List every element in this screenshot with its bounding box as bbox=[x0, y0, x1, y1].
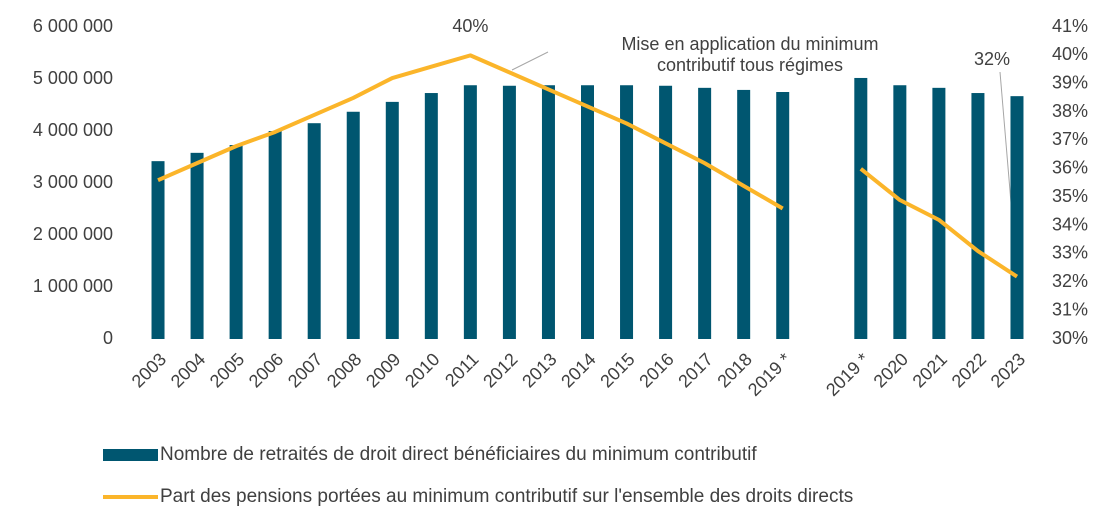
bar bbox=[854, 77, 868, 340]
bar bbox=[268, 131, 282, 339]
y2-tick-label: 30% bbox=[1052, 328, 1088, 348]
y-tick-label: 1 000 000 bbox=[33, 276, 113, 296]
bar bbox=[346, 111, 360, 339]
y-tick-label: 3 000 000 bbox=[33, 172, 113, 192]
annotation-leader bbox=[511, 51, 549, 71]
bar bbox=[776, 92, 790, 339]
data-label: 32% bbox=[974, 49, 1010, 69]
y2-tick-label: 41% bbox=[1052, 16, 1088, 36]
bar bbox=[698, 87, 712, 339]
x-tick-label: 2015 bbox=[596, 349, 638, 391]
x-tick-label: 2007 bbox=[284, 349, 326, 391]
legend-swatch bbox=[103, 449, 158, 461]
bar bbox=[971, 93, 985, 339]
bar bbox=[620, 85, 634, 340]
bar bbox=[229, 145, 243, 339]
y2-tick-label: 39% bbox=[1052, 72, 1088, 92]
y-tick-label: 4 000 000 bbox=[33, 120, 113, 140]
x-tick-label: 2010 bbox=[401, 349, 443, 391]
y2-tick-label: 31% bbox=[1052, 299, 1088, 319]
bar bbox=[424, 93, 438, 339]
x-tick-label: 2013 bbox=[518, 349, 560, 391]
y2-tick-label: 38% bbox=[1052, 101, 1088, 121]
y2-tick-label: 35% bbox=[1052, 186, 1088, 206]
bar bbox=[541, 85, 555, 340]
x-tick-label: 2006 bbox=[245, 349, 287, 391]
x-tick-label: 2022 bbox=[948, 349, 990, 391]
bar bbox=[893, 85, 907, 340]
bar bbox=[1010, 96, 1024, 339]
y-tick-label: 0 bbox=[103, 328, 113, 348]
bar bbox=[463, 85, 477, 340]
y-tick-label: 6 000 000 bbox=[33, 16, 113, 36]
x-tick-label: 2021 bbox=[909, 349, 951, 391]
x-tick-label: 2019 * bbox=[744, 349, 795, 400]
x-tick-label: 2003 bbox=[128, 349, 170, 391]
bar bbox=[190, 152, 204, 339]
annotation: contributif tous régimes bbox=[657, 55, 843, 75]
x-tick-label: 2004 bbox=[167, 349, 209, 391]
bar bbox=[932, 87, 946, 339]
x-tick-label: 2023 bbox=[987, 349, 1029, 391]
legend-label: Nombre de retraités de droit direct béné… bbox=[160, 444, 757, 465]
data-label: 40% bbox=[452, 16, 488, 36]
bar bbox=[151, 161, 165, 339]
bar bbox=[659, 85, 673, 339]
y2-tick-label: 33% bbox=[1052, 243, 1088, 263]
line bbox=[157, 53, 1019, 279]
x-tick-label: 2020 bbox=[870, 349, 912, 391]
bar bbox=[502, 85, 516, 339]
y2-tick-label: 34% bbox=[1052, 214, 1088, 234]
x-tick-label: 2008 bbox=[323, 349, 365, 391]
bar bbox=[385, 101, 399, 339]
y2-tick-label: 37% bbox=[1052, 129, 1088, 149]
y2-tick-label: 32% bbox=[1052, 271, 1088, 291]
annotation: Mise en application du minimum bbox=[621, 34, 878, 54]
x-tick-label: 2005 bbox=[206, 349, 248, 391]
y-tick-label: 5 000 000 bbox=[33, 68, 113, 88]
y2-tick-label: 40% bbox=[1052, 44, 1088, 64]
x-tick-label: 2011 bbox=[441, 349, 483, 391]
bar bbox=[581, 85, 594, 340]
x-tick-label: 2014 bbox=[557, 349, 599, 391]
y2-tick-label: 36% bbox=[1052, 158, 1088, 178]
x-tick-label: 2009 bbox=[362, 349, 404, 391]
x-tick-label: 2016 bbox=[635, 349, 677, 391]
x-tick-label: 2012 bbox=[479, 349, 521, 391]
bar bbox=[737, 89, 751, 339]
x-tick-label: 2019 * bbox=[822, 349, 873, 400]
y-tick-label: 2 000 000 bbox=[33, 224, 113, 244]
bar bbox=[307, 123, 321, 339]
legend-label: Part des pensions portées au minimum con… bbox=[160, 486, 853, 507]
x-tick-label: 2017 bbox=[674, 349, 716, 391]
